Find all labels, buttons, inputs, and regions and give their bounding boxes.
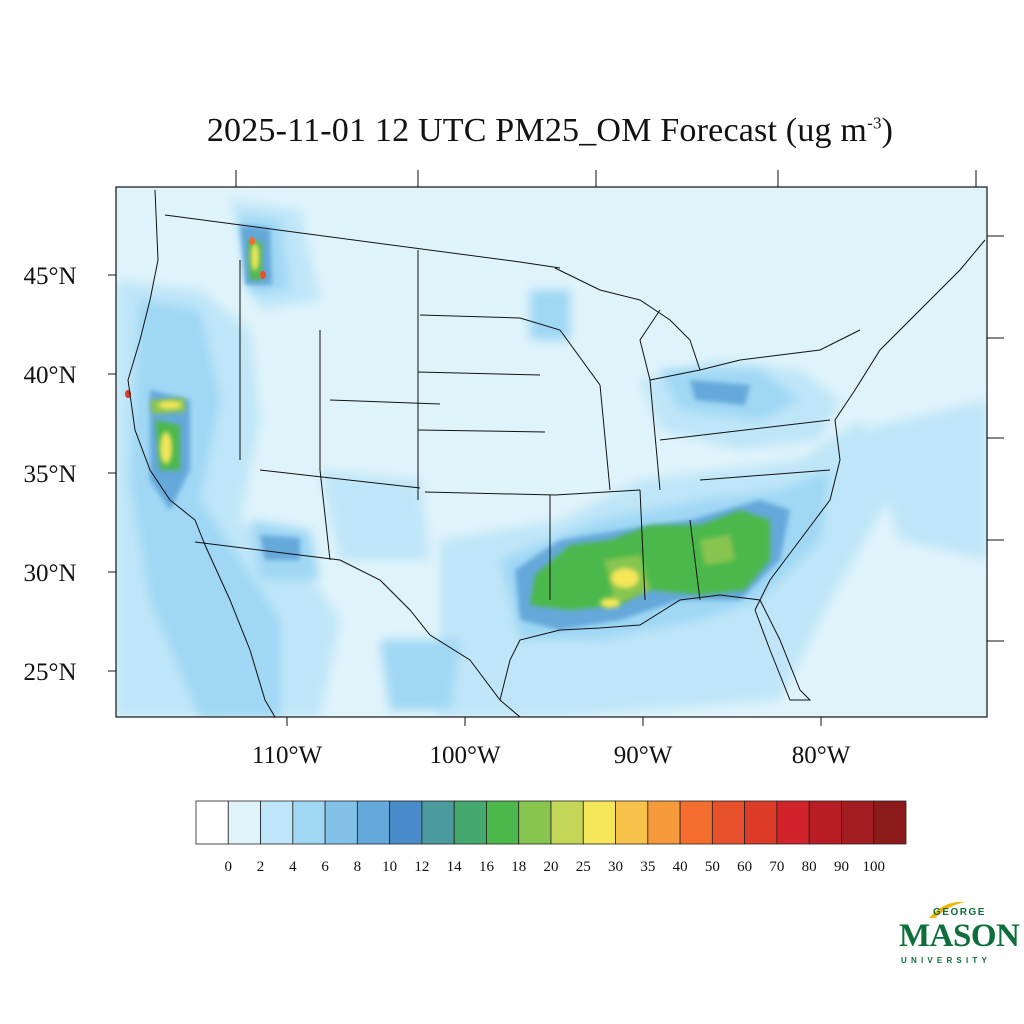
map-ticks [108,170,1004,726]
lon-label-100w: 100°W [429,742,500,769]
colorbar-label: 20 [544,859,559,875]
colorbar-label: 30 [608,859,623,875]
colorbar-label: 10 [382,859,397,875]
colorbar-label: 0 [225,859,233,875]
colorbar-label: 35 [640,859,655,875]
colorbar-swatch [808,800,842,845]
colorbar-swatch [227,800,261,845]
logo-line-george: GEORGE [933,907,986,918]
colorbar-label: 16 [479,859,495,875]
colorbar-swatch [841,800,875,845]
colorbar-swatch [389,800,423,845]
concentration-field [116,200,987,717]
lon-label-110w: 110°W [252,742,323,769]
lat-label-45n: 45°N [23,263,76,290]
logo-swoosh-icon [929,901,965,918]
hotspot-montana [260,271,266,279]
colorbar-label: 6 [321,859,329,875]
colorbar-label: 40 [673,859,688,875]
colorbar-swatch [550,800,584,845]
colorbar-label: 70 [769,859,784,875]
coastlines-borders [127,189,986,717]
colorbar-swatch [453,800,487,845]
colorbar-swatch [195,800,229,845]
colorbar-swatch [486,800,520,845]
lat-label-40n: 40°N [23,362,76,389]
colorbar-swatch [260,800,294,845]
colorbar-swatch [518,800,552,845]
colorbar-swatch [873,800,907,845]
title-exponent: -3 [867,113,882,133]
colorbar-label: 4 [289,859,297,875]
colorbar-label: 60 [737,859,752,875]
colorbar-swatch [711,800,746,845]
lat-label-30n: 30°N [23,560,76,587]
colorbar-swatch [679,800,713,845]
colorbar-swatch [647,800,681,845]
colorbar-swatch [744,800,778,845]
colorbar-label: 12 [414,859,429,875]
colorbar-label: 25 [576,859,591,875]
colorbar-label: 90 [834,859,849,875]
logo-line-mason: MASON [899,918,1020,954]
colorbar-swatch [582,800,616,845]
lon-label-80w: 80°W [792,742,851,769]
colorbar-label: 50 [705,859,720,875]
colorbar-swatch [356,800,391,845]
colorbar-label: 2 [257,859,265,875]
lon-label-90w: 90°W [614,742,673,769]
colorbar-swatch [615,800,649,845]
colorbar-swatch [776,800,810,845]
map-frame [115,186,988,718]
logo-line-university: UNIVERSITY [901,956,992,965]
colorbar-swatch [324,800,358,845]
colorbar-swatch [292,800,326,845]
colorbar-swatch [421,800,455,845]
lat-label-25n: 25°N [23,659,76,686]
colorbar: 0 2 4 6 8 10 12 14 16 18 20 25 30 35 40 50 60 70 80 90 100 [195,800,907,875]
gmu-logo: GEORGE MASON UNIVERSITY [895,898,1020,970]
lat-label-35n: 35°N [23,461,76,488]
colorbar-label: 18 [511,859,526,875]
hotspot-idaho [249,237,255,245]
colorbar-label: 8 [354,859,362,875]
colorbar-label: 100 [862,859,885,875]
colorbar-label: 80 [802,859,817,875]
colorbar-label: 14 [447,859,463,875]
chart-title: 2025-11-01 12 UTC PM25_OM Forecast (ug m… [206,112,894,149]
